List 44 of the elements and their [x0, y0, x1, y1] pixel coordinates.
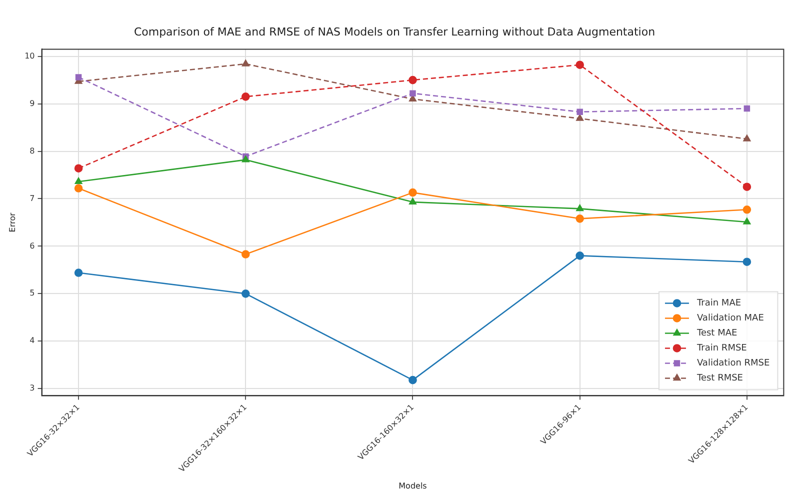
point [75, 74, 82, 80]
point [74, 164, 83, 172]
chart-title: Comparison of MAE and RMSE of NAS Models on Transfer Learning without Data Augmentation [134, 25, 656, 38]
point [744, 105, 750, 112]
y-axis-title: Error [8, 212, 17, 232]
y-tick-label: 10 [24, 51, 35, 60]
point [576, 204, 584, 212]
point [576, 108, 583, 115]
point [742, 205, 752, 214]
x-axis-title: Models [398, 481, 427, 490]
point [241, 250, 250, 258]
point [409, 198, 416, 204]
point [74, 268, 83, 277]
point [743, 218, 751, 224]
point [74, 177, 82, 184]
point [408, 188, 417, 197]
legend-label: Validation MAE [696, 314, 764, 324]
y-tick-label: 9 [30, 98, 35, 108]
point [742, 258, 752, 266]
y-tick-label: 7 [30, 194, 35, 203]
point [576, 114, 584, 121]
y-tick-label: 8 [30, 146, 35, 156]
point [576, 60, 584, 70]
point [408, 376, 417, 384]
point [408, 76, 417, 84]
legend-label: Test MAE [696, 328, 738, 339]
point [242, 60, 250, 66]
point [241, 92, 250, 101]
point [576, 252, 584, 260]
y-tick-label: 5 [30, 288, 35, 298]
y-tick-label: 6 [30, 241, 35, 250]
point [743, 134, 751, 142]
point [74, 184, 83, 192]
point [241, 290, 250, 298]
legend-label: Train MAE [696, 298, 742, 309]
point [410, 90, 416, 96]
legend-label: Validation RMSE [696, 358, 770, 369]
legend-label: Test RMSE [696, 374, 744, 384]
y-tick-label: 4 [30, 336, 35, 346]
point [742, 182, 752, 192]
legend-label: Train RMSE [696, 344, 748, 354]
point [242, 156, 250, 162]
y-tick-label: 3 [30, 384, 35, 393]
point [576, 214, 584, 223]
